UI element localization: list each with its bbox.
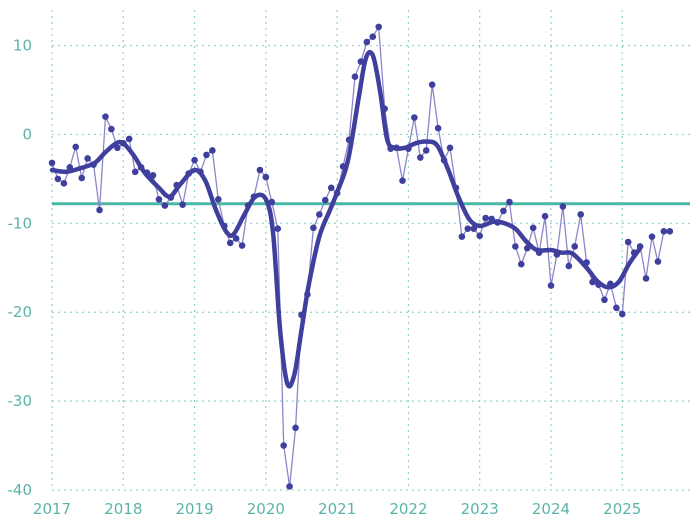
monthly-point bbox=[476, 232, 484, 240]
monthly-point bbox=[96, 206, 103, 214]
monthly-point bbox=[274, 225, 282, 232]
monthly-point bbox=[286, 483, 293, 490]
monthly-point bbox=[500, 207, 507, 215]
monthly-point bbox=[48, 159, 56, 167]
monthly-point bbox=[613, 304, 620, 312]
monthly-point bbox=[125, 135, 133, 143]
y-tick-label: -30 bbox=[8, 392, 33, 410]
x-axis: 2017 2018 2019 2020 2021 2022 2023 2024 2025 bbox=[33, 500, 641, 518]
monthly-point bbox=[102, 113, 109, 120]
y-tick-label: -10 bbox=[8, 214, 33, 232]
monthly-point bbox=[559, 203, 567, 210]
monthly-point bbox=[60, 180, 68, 187]
monthly-point bbox=[434, 124, 442, 132]
monthly-point bbox=[458, 233, 466, 240]
monthly-point bbox=[108, 125, 115, 133]
monthly-point bbox=[411, 114, 418, 121]
x-tick-label: 2025 bbox=[603, 500, 641, 518]
monthly-point bbox=[238, 242, 246, 249]
monthly-point bbox=[577, 211, 585, 218]
monthly-point bbox=[417, 154, 424, 161]
monthly-point bbox=[512, 243, 519, 250]
monthly-point bbox=[131, 168, 139, 176]
x-tick-label: 2018 bbox=[104, 500, 142, 518]
trend-line bbox=[49, 50, 643, 389]
y-tick-label: -40 bbox=[8, 481, 33, 499]
monthly-point bbox=[191, 156, 198, 164]
monthly-point bbox=[642, 275, 650, 282]
y-tick-label: 10 bbox=[13, 37, 32, 55]
monthly-point bbox=[84, 155, 91, 162]
x-tick-label: 2017 bbox=[33, 500, 71, 518]
monthly-point bbox=[446, 144, 454, 152]
monthly-point bbox=[203, 151, 210, 159]
monthly-point bbox=[529, 224, 537, 232]
monthly-point bbox=[422, 147, 430, 154]
grid bbox=[51, 10, 690, 491]
y-axis: 10 0 -10 -20 -30 -40 bbox=[8, 37, 33, 499]
monthly-point bbox=[601, 296, 608, 304]
monthly-point bbox=[351, 73, 359, 80]
monthly-point bbox=[369, 33, 377, 40]
monthly-point bbox=[399, 177, 406, 184]
x-tick-label: 2020 bbox=[247, 500, 285, 518]
y-tick-label: 0 bbox=[22, 125, 32, 143]
monthly-point bbox=[648, 233, 656, 240]
monthly-point bbox=[310, 224, 317, 232]
monthly-point bbox=[327, 184, 335, 192]
monthly-point bbox=[209, 147, 216, 154]
monthly-point bbox=[256, 166, 264, 174]
monthly-point bbox=[363, 38, 371, 46]
monthly-point bbox=[78, 174, 86, 182]
monthly-point bbox=[179, 201, 186, 208]
monthly-point bbox=[506, 198, 513, 206]
monthly-point bbox=[482, 214, 489, 222]
x-tick-label: 2022 bbox=[389, 500, 427, 518]
monthly-point bbox=[666, 228, 674, 235]
monthly-point bbox=[262, 173, 270, 181]
x-tick-label: 2021 bbox=[318, 500, 356, 518]
monthly-point bbox=[292, 424, 299, 432]
monthly-point bbox=[660, 228, 668, 235]
x-tick-label: 2024 bbox=[532, 500, 570, 518]
x-tick-label: 2023 bbox=[461, 500, 499, 518]
monthly-point bbox=[464, 225, 472, 232]
monthly-point bbox=[541, 212, 549, 220]
monthly-point bbox=[72, 143, 80, 151]
monthly-point bbox=[155, 196, 163, 203]
monthly-point bbox=[624, 238, 632, 246]
monthly-point bbox=[316, 211, 323, 218]
monthly-point bbox=[571, 243, 579, 250]
monthly-point bbox=[618, 310, 626, 318]
monthly-point bbox=[547, 282, 555, 289]
monthly-point bbox=[280, 442, 287, 449]
monthly-point bbox=[517, 260, 525, 268]
monthly-point bbox=[375, 23, 382, 31]
y-tick-label: -20 bbox=[8, 303, 33, 321]
x-tick-label: 2019 bbox=[175, 500, 213, 518]
monthly-point bbox=[54, 175, 62, 183]
monthly-point bbox=[321, 196, 329, 204]
monthly-point bbox=[654, 258, 662, 265]
monthly-point bbox=[215, 196, 222, 203]
monthly-point bbox=[161, 202, 169, 209]
trend-series bbox=[49, 50, 643, 389]
monthly-point bbox=[232, 235, 240, 242]
monthly-point bbox=[226, 239, 234, 247]
monthly-point bbox=[565, 262, 573, 270]
monthly-point bbox=[428, 81, 436, 88]
